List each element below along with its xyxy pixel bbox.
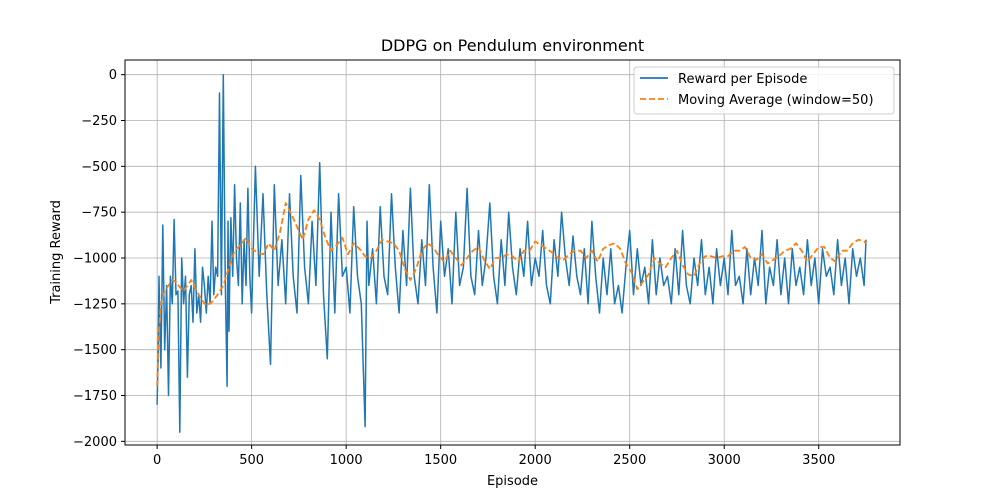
y-tick-label: −1000 bbox=[73, 252, 117, 267]
series-line-moving-average bbox=[156, 202, 867, 387]
x-axis-label: Episode bbox=[487, 474, 538, 489]
x-tick-label: 2500 bbox=[613, 453, 646, 468]
plot-frame bbox=[124, 59, 901, 446]
y-tick-label: −1750 bbox=[73, 389, 117, 404]
x-tick-label: 3500 bbox=[802, 453, 835, 468]
legend-label-moving-average: Moving Average (window=50) bbox=[678, 93, 874, 108]
legend: Reward per Episode Moving Average (windo… bbox=[633, 66, 895, 115]
y-tick-label: 0 bbox=[109, 68, 117, 83]
x-tick-label: 0 bbox=[153, 453, 161, 468]
tick-layer: 0 500 1000 1500 2000 2500 3000 3500 0 −250 −500 −75… bbox=[73, 68, 835, 468]
y-tick-label: −750 bbox=[81, 206, 117, 221]
grid-layer bbox=[125, 60, 900, 445]
x-tick-label: 3000 bbox=[708, 453, 741, 468]
y-tick-label: −500 bbox=[81, 160, 117, 175]
x-tick-label: 1000 bbox=[330, 453, 363, 468]
y-axis-label: Training Reward bbox=[49, 200, 64, 305]
legend-box bbox=[633, 66, 895, 115]
x-tick-label: 1500 bbox=[424, 453, 457, 468]
y-tick-label: −1500 bbox=[73, 343, 117, 358]
y-tick-label: −250 bbox=[81, 114, 117, 129]
series-layer bbox=[156, 73, 867, 433]
y-tick-label: −2000 bbox=[73, 435, 117, 450]
series-line-reward bbox=[156, 73, 867, 433]
y-tick-label: −1250 bbox=[73, 297, 117, 312]
legend-label-reward: Reward per Episode bbox=[678, 72, 807, 87]
chart-title: DDPG on Pendulum environment bbox=[381, 36, 644, 55]
x-tick-label: 2000 bbox=[519, 453, 552, 468]
x-tick-label: 500 bbox=[239, 453, 264, 468]
